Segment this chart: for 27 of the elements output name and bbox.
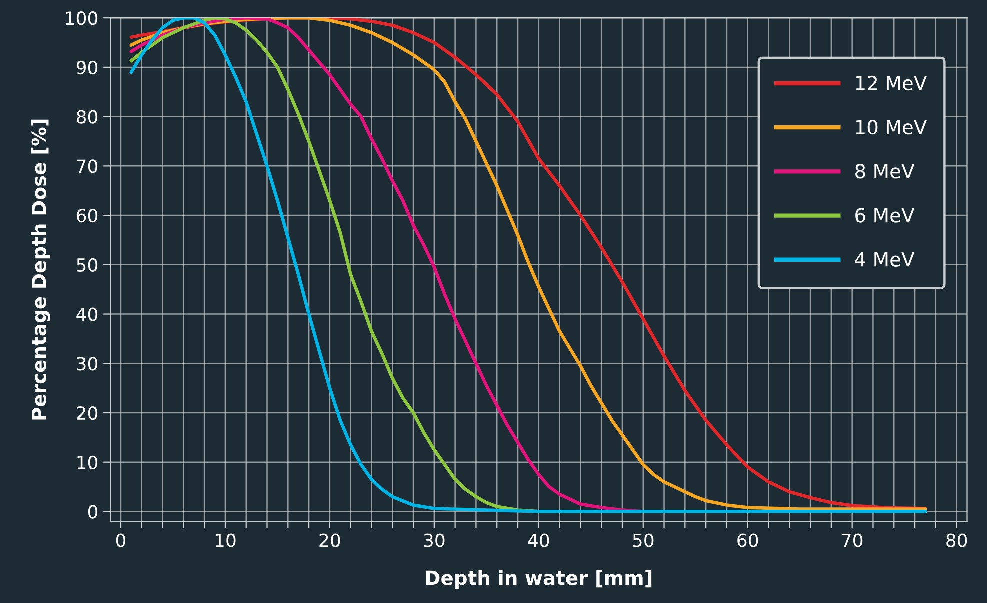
y-tick-label: 100 <box>66 12 98 26</box>
legend-label: 12 MeV <box>856 76 928 91</box>
y-tick-label: 70 <box>77 160 98 174</box>
x-tick-label: 50 <box>633 534 654 548</box>
x-tick-label: 30 <box>424 534 445 548</box>
y-tick-label: 90 <box>76 60 98 75</box>
x-tick-label: 40 <box>528 534 550 548</box>
y-tick-label: 60 <box>77 209 98 223</box>
y-tick-label: 40 <box>76 308 98 322</box>
y-axis-title: Percentage Depth Dose [%] <box>31 120 50 420</box>
x-axis-title: Depth in water [mm] <box>426 570 652 590</box>
legend-label: 6 MeV <box>856 208 915 223</box>
x-tick-label: 80 <box>946 534 968 548</box>
y-tick-label: 80 <box>76 110 98 124</box>
y-tick-label: 20 <box>77 406 98 420</box>
x-tick-label: 60 <box>738 534 758 548</box>
y-tick-label: 30 <box>77 357 98 371</box>
legend-label: 8 MeV <box>856 164 915 179</box>
x-tick-label: 10 <box>216 534 236 548</box>
legend-label: 10 MeV <box>856 120 928 135</box>
y-tick-label: 0 <box>88 505 98 519</box>
y-tick-label: 50 <box>77 258 98 272</box>
x-tick-label: 0 <box>116 534 126 548</box>
x-tick-label: 70 <box>842 534 863 548</box>
x-tick-label: 20 <box>320 534 340 548</box>
legend-label: 4 MeV <box>855 252 915 267</box>
y-tick-label: 10 <box>78 456 98 470</box>
